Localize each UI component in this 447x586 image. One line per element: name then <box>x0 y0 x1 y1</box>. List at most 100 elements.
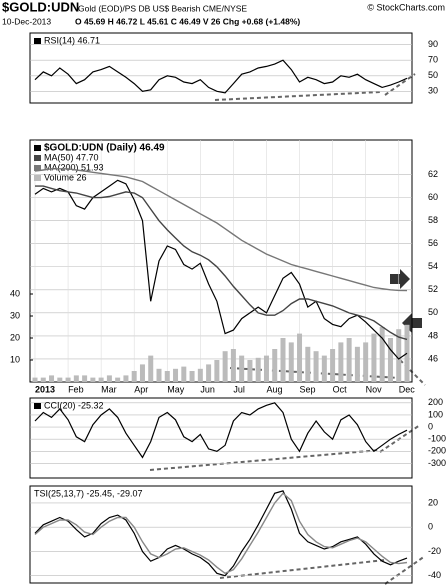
volume-bar <box>115 377 121 382</box>
trend-line <box>149 449 381 471</box>
panel-frame <box>29 485 413 584</box>
y-tick-label: 70 <box>428 55 438 65</box>
x-tick-label: 2013 <box>35 384 55 394</box>
y-tick-label: 56 <box>428 238 438 248</box>
volume-bar <box>239 355 245 382</box>
legend-swatch <box>34 38 41 44</box>
y2-tick-label: 30 <box>10 310 20 320</box>
legend-label: MA(200) 51.93 <box>44 162 104 172</box>
legend-swatch <box>34 145 41 151</box>
x-tick-label: Mar <box>101 384 117 394</box>
series-line <box>34 59 408 94</box>
volume-bar <box>156 368 162 382</box>
panel-frame <box>29 139 413 383</box>
x-tick-label: Aug <box>266 384 282 394</box>
legend-label: Volume 26 <box>44 172 87 182</box>
volume-bar <box>90 377 96 382</box>
y2-tick-label: 20 <box>10 332 20 342</box>
x-tick-label: Jun <box>200 384 215 394</box>
y-tick-label: 48 <box>428 330 438 340</box>
y-tick-label: 58 <box>428 215 438 225</box>
volume-bar <box>139 364 145 382</box>
y-tick-label: 100 <box>428 409 443 419</box>
y-tick-label: 50 <box>428 307 438 317</box>
legend-label: MA(50) 47.70 <box>44 152 99 162</box>
series-line <box>34 179 408 360</box>
panel-title: TSI(25,13,7) -25.45, -29.07 <box>34 488 143 498</box>
legend-swatch <box>34 403 41 409</box>
y-tick-label: -300 <box>428 458 446 468</box>
volume-bar <box>313 351 319 382</box>
volume-bar <box>330 349 336 382</box>
volume-bar <box>98 377 104 382</box>
volume-bar <box>371 333 377 382</box>
y2-tick-label: 10 <box>10 354 20 364</box>
volume-bar <box>346 338 352 382</box>
trend-line <box>384 73 416 96</box>
legend-swatch <box>34 165 41 171</box>
volume-bar <box>181 366 187 382</box>
x-tick-label: May <box>167 384 185 394</box>
trend-line <box>384 555 426 585</box>
x-tick-label: Nov <box>366 384 383 394</box>
volume-bar <box>57 377 63 382</box>
y-tick-label: 54 <box>428 261 438 271</box>
volume-bar <box>164 371 170 382</box>
y-tick-label: -20 <box>428 546 441 556</box>
volume-bar <box>263 355 269 382</box>
y2-tick-label: 40 <box>10 288 20 298</box>
date: 10-Dec-2013 <box>2 16 51 26</box>
series-line <box>34 490 408 577</box>
volume-bar <box>189 371 195 382</box>
x-tick-label: Sep <box>300 384 316 394</box>
volume-bar <box>82 375 88 382</box>
legend-swatch <box>34 175 41 181</box>
quote: O 45.69 H 46.72 L 45.61 C 46.49 V 26 Chg… <box>75 16 300 26</box>
volume-bar <box>255 357 261 382</box>
volume-bar <box>280 338 286 382</box>
series-line <box>34 492 408 575</box>
x-tick-label: Feb <box>68 384 84 394</box>
y-tick-label: 46 <box>428 353 438 363</box>
y-tick-label: 62 <box>428 169 438 179</box>
volume-bar <box>40 377 46 382</box>
series-line <box>35 185 408 341</box>
y-tick-label: 60 <box>428 192 438 202</box>
trend-line <box>379 424 421 453</box>
y-tick-label: -40 <box>428 570 441 580</box>
y-tick-label: -100 <box>428 434 446 444</box>
y-tick-label: 0 <box>428 421 433 431</box>
volume-bar <box>230 349 236 382</box>
y-tick-label: -200 <box>428 446 446 456</box>
volume-bar <box>247 360 253 382</box>
x-tick-label: Dec <box>399 384 416 394</box>
volume-bar <box>214 360 220 382</box>
volume-bar <box>49 375 55 382</box>
x-tick-label: Oct <box>333 384 348 394</box>
copyright: © StockCharts.com <box>367 2 445 12</box>
y-tick-label: 52 <box>428 284 438 294</box>
volume-bar <box>379 327 385 382</box>
x-tick-label: Jul <box>233 384 245 394</box>
volume-bar <box>222 351 228 382</box>
legend-swatch <box>34 155 41 161</box>
volume-bar <box>363 342 369 382</box>
volume-bar <box>131 371 137 382</box>
volume-bar <box>123 375 129 382</box>
volume-bar <box>338 342 344 382</box>
volume-bar <box>65 377 71 382</box>
volume-bar <box>206 364 212 382</box>
series-line <box>34 402 408 459</box>
legend-label: CCI(20) -25.32 <box>44 400 104 410</box>
volume-bar <box>173 368 179 382</box>
y-tick-label: 50 <box>428 70 438 80</box>
x-tick-label: Apr <box>134 384 148 394</box>
panel-frame <box>29 32 413 104</box>
description: Gold (EOD)/PS DB US$ Bearish CME/NYSE <box>78 3 247 13</box>
volume-bar <box>197 368 203 382</box>
volume-bar <box>272 349 278 382</box>
symbol: $GOLD:UDN <box>2 0 79 14</box>
